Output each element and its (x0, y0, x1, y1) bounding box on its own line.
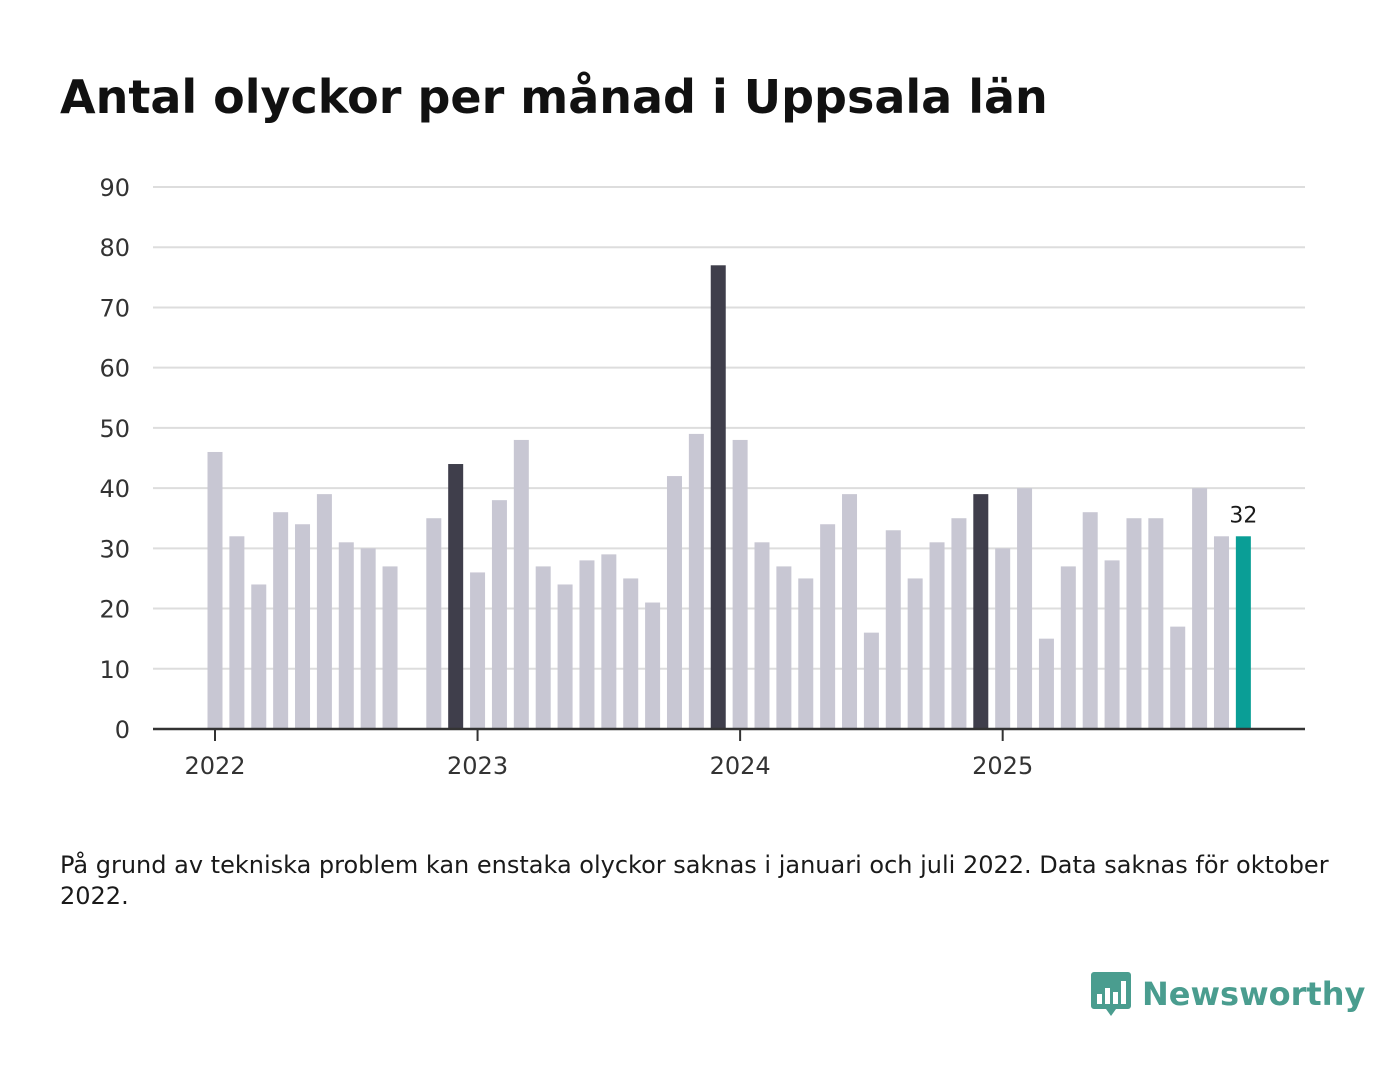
data-labels: 32 (1229, 503, 1257, 528)
bar-2022-08[interactable] (360, 548, 376, 729)
bar-2023-09[interactable] (645, 602, 661, 729)
bar-2025-06[interactable] (1104, 560, 1120, 729)
y-tick-label-0: 0 (115, 716, 130, 744)
chart-title: Antal olyckor per månad i Uppsala län (60, 70, 1048, 124)
footnote: På grund av tekniska problem kan enstaka… (60, 851, 1329, 910)
bar-2023-10[interactable] (666, 476, 682, 729)
bar-2024-09[interactable] (907, 578, 923, 729)
bar-2025-07[interactable] (1126, 518, 1142, 729)
bar-2022-07[interactable] (338, 542, 354, 729)
y-tick-label-80: 80 (99, 234, 130, 262)
bar-2024-11[interactable] (951, 518, 967, 729)
y-axis-ticks: 0 10 20 30 40 50 60 70 80 90 (99, 174, 130, 744)
y-tick-label-60: 60 (99, 355, 130, 383)
bar-2024-03[interactable] (776, 566, 792, 729)
latest-value-label: 32 (1229, 503, 1257, 528)
x-tick-label-2024: 2024 (710, 752, 771, 780)
bar-2022-01[interactable] (207, 451, 223, 729)
brand-logo[interactable]: Newsworthy (1090, 970, 1365, 1018)
bar-2022-11[interactable] (426, 518, 442, 729)
bar-2025-09[interactable] (1170, 626, 1186, 729)
bar-2025-04[interactable] (1060, 566, 1076, 729)
x-axis-ticks: 2022 2023 2024 2025 (184, 729, 1033, 780)
y-tick-label-70: 70 (99, 294, 130, 322)
bars (207, 265, 1251, 729)
bar-chart: 0 10 20 30 40 50 60 70 80 90 2022 2023 2024 2025 32 (99, 174, 1305, 780)
bar-2024-06[interactable] (842, 494, 858, 729)
bar-2023-11[interactable] (688, 433, 704, 729)
bar-2025-02[interactable] (1017, 488, 1033, 729)
bar-2022-09[interactable] (382, 566, 398, 729)
bar-2024-10[interactable] (929, 542, 945, 729)
bar-2022-04[interactable] (273, 512, 289, 729)
brand-name: Newsworthy (1142, 975, 1366, 1013)
y-tick-label-10: 10 (99, 656, 130, 684)
bar-2022-05[interactable] (295, 524, 311, 729)
bar-2023-02[interactable] (491, 500, 507, 729)
bar-2023-08[interactable] (623, 578, 639, 729)
x-tick-label-2023: 2023 (447, 752, 508, 780)
bar-2023-04[interactable] (535, 566, 551, 729)
y-tick-label-50: 50 (99, 415, 130, 443)
bar-2022-02[interactable] (229, 536, 245, 729)
bar-2025-05[interactable] (1082, 512, 1098, 729)
y-tick-label-20: 20 (99, 596, 130, 624)
bar-2024-04[interactable] (798, 578, 814, 729)
y-tick-label-90: 90 (99, 174, 130, 202)
bar-2025-03[interactable] (1038, 638, 1054, 729)
bar-2024-05[interactable] (820, 524, 836, 729)
bar-2024-02[interactable] (754, 542, 770, 729)
bar-2024-07[interactable] (863, 632, 879, 729)
bar-2025-10[interactable] (1192, 488, 1208, 729)
bar-2023-07[interactable] (601, 554, 617, 729)
bar-2023-01[interactable] (470, 572, 486, 729)
bar-2025-11[interactable] (1213, 536, 1229, 729)
bar-2025-08[interactable] (1148, 518, 1164, 729)
bar-2022-03[interactable] (251, 584, 267, 729)
y-tick-label-30: 30 (99, 535, 130, 563)
x-tick-label-2022: 2022 (184, 752, 245, 780)
y-tick-label-40: 40 (99, 475, 130, 503)
newsworthy-logo-icon (1091, 972, 1131, 1016)
bar-2022-12[interactable] (448, 464, 464, 729)
bar-2025-01[interactable] (995, 548, 1011, 729)
x-tick-label-2025: 2025 (972, 752, 1033, 780)
bar-2023-06[interactable] (579, 560, 595, 729)
bar-2024-08[interactable] (885, 530, 901, 729)
bar-2024-01[interactable] (732, 439, 748, 729)
bar-2022-06[interactable] (316, 494, 332, 729)
bar-2023-03[interactable] (513, 439, 529, 729)
bar-2023-12[interactable] (710, 265, 726, 729)
bar-2024-12[interactable] (973, 494, 989, 729)
bar-2023-05[interactable] (557, 584, 573, 729)
bar-2025-12[interactable] (1235, 536, 1251, 729)
